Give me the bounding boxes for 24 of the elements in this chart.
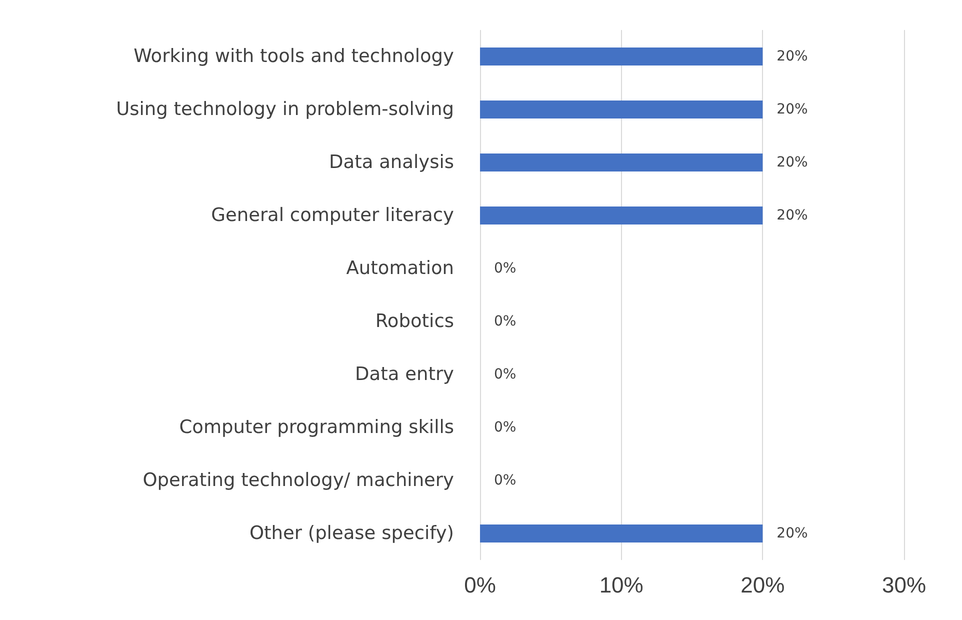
y-tick-label: Working with tools and technology [134,46,454,67]
data-label: 20% [776,208,808,224]
data-label: 0% [494,260,516,276]
y-tick-label: Operating technology/ machinery [142,470,454,491]
data-label: 0% [494,314,516,330]
data-label: 0% [494,366,516,382]
y-tick-label: Computer programming skills [179,417,454,438]
y-tick-label: Robotics [375,311,454,332]
data-label: 20% [776,48,808,64]
data-label: 0% [494,472,516,488]
y-tick-label: Data entry [355,364,454,385]
y-tick-label: Other (please specify) [249,523,454,544]
x-tick-label: 0% [464,572,496,598]
x-tick-label: 20% [740,572,785,598]
data-label: 20% [776,102,808,118]
y-tick-label: General computer literacy [211,205,454,226]
y-tick-label: Data analysis [329,152,454,173]
data-label: 20% [776,526,808,542]
x-tick-label: 30% [882,572,926,598]
data-label: 0% [494,420,516,436]
data-label: 20% [776,154,808,170]
y-tick-label: Using technology in problem-solving [116,99,454,120]
y-tick-label: Automation [346,258,454,279]
x-tick-label: 10% [599,572,644,598]
